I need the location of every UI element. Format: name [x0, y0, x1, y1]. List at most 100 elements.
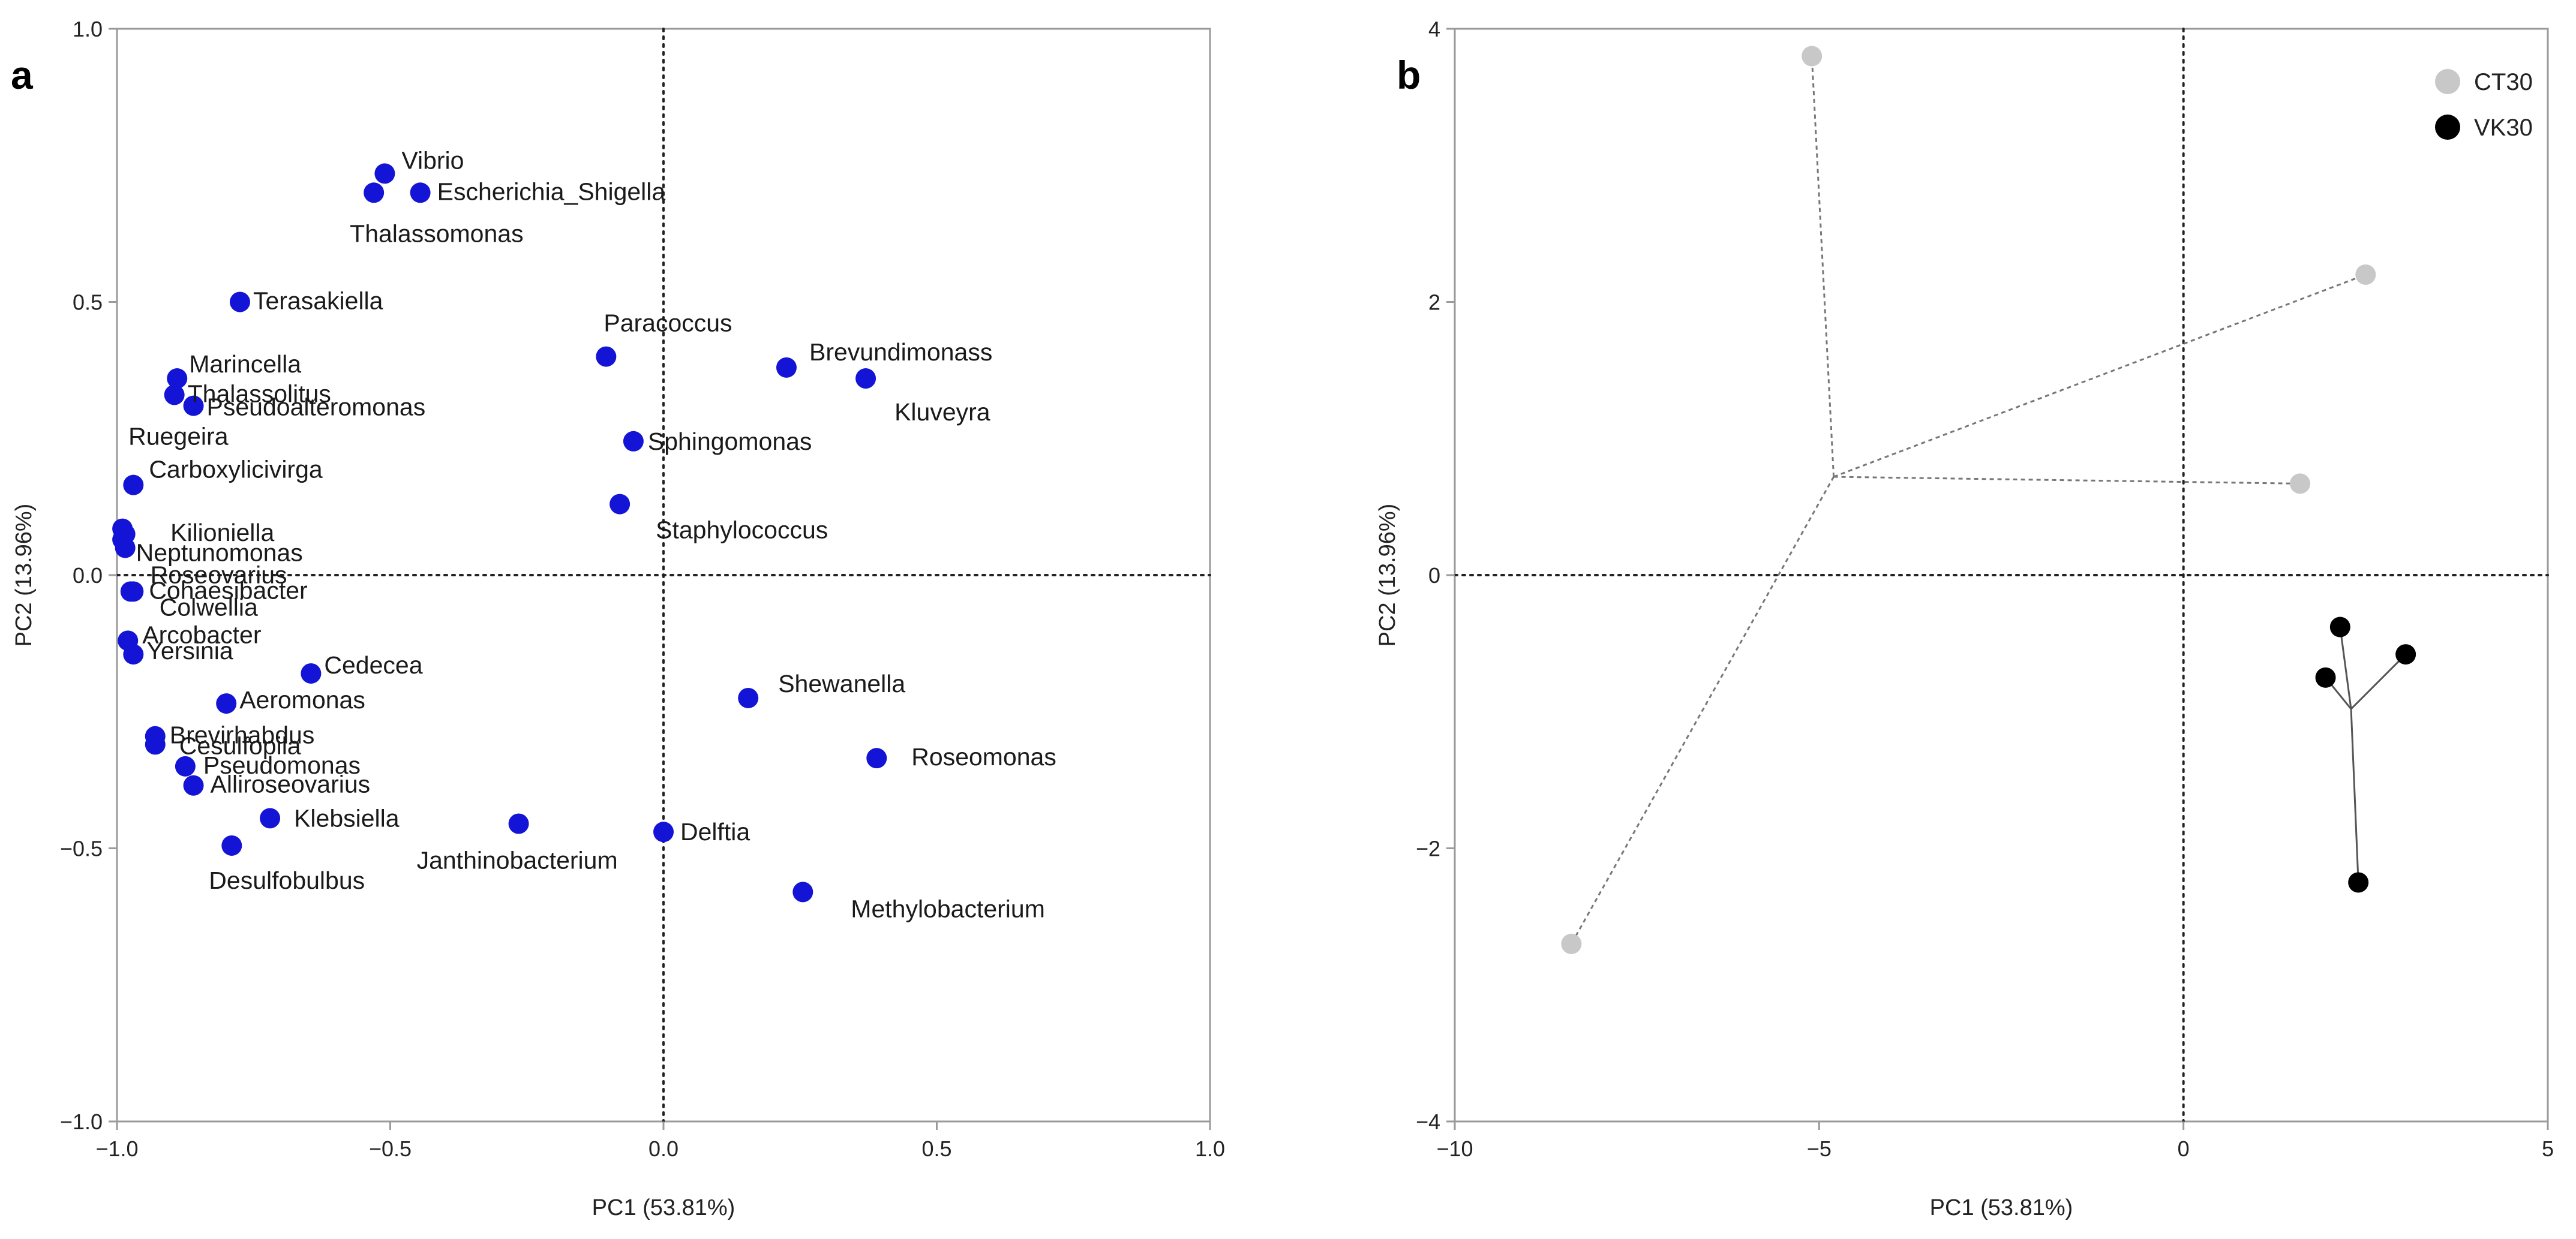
- sample-point-vk30: [2329, 617, 2350, 637]
- sample-point-ct30: [1802, 46, 1823, 67]
- legend-label-ct30: CT30: [2474, 69, 2533, 95]
- b-x-tick-label: 0: [2178, 1136, 2190, 1161]
- loading-point: [145, 734, 166, 755]
- panel-letter-b: b: [1397, 53, 1421, 97]
- loading-label: Cohaesibacter: [149, 576, 307, 604]
- loading-label: Neptunomonas: [136, 539, 303, 567]
- loading-label: Delftia: [680, 818, 750, 846]
- reference-lines-a: [116, 28, 1211, 1123]
- connector-vk30: [2339, 627, 2352, 709]
- loading-label: Carboxylicivirga: [149, 456, 323, 483]
- loading-label: Thalassomonas: [350, 219, 523, 247]
- ticks-a: −1.0 −0.5 0.0 0.5 1.0 −1.0 −0.5 0.0 0.5 1.0: [60, 17, 1225, 1161]
- loading-label: Arcobacter: [142, 621, 261, 648]
- loading-label: Janthinobacterium: [417, 847, 618, 874]
- connector-vk30: [2350, 654, 2407, 710]
- b-y-tick-label: 4: [1428, 17, 1440, 41]
- connector-vk30: [2350, 709, 2359, 883]
- a-y-tick-label: 1.0: [73, 17, 103, 41]
- points-a: [112, 163, 887, 903]
- points-b: [1561, 46, 2416, 954]
- loading-point: [653, 822, 674, 843]
- sample-point-ct30: [1561, 933, 1582, 954]
- loading-label: Desulfobulbus: [209, 867, 365, 894]
- loading-point: [792, 882, 813, 903]
- loading-label: Marincella: [189, 350, 301, 378]
- a-y-tick-label: 0.0: [73, 563, 103, 588]
- a-x-tick-label: −0.5: [369, 1136, 412, 1161]
- loading-label: Brevundimonass: [809, 338, 992, 366]
- loading-point: [167, 368, 188, 389]
- loading-label: Roseomonas: [911, 743, 1056, 771]
- point-labels-a: Vibrio Escherichia_Shigella Thalassomonas T…: [128, 146, 1056, 922]
- x-axis-title-b: PC1 (53.81%): [1930, 1195, 2073, 1220]
- sample-point-vk30: [2395, 644, 2416, 665]
- b-x-tick-label: −5: [1807, 1136, 1832, 1161]
- loading-label: Thalassolitus: [188, 380, 331, 407]
- loading-point: [183, 395, 204, 416]
- loading-label: Paracoccus: [604, 309, 732, 337]
- legend-b: CT30 VK30: [2435, 69, 2533, 141]
- loading-label: Shewanella: [778, 670, 905, 697]
- loading-point: [221, 835, 242, 856]
- loading-label: Cesulfopila: [179, 732, 301, 759]
- a-y-tick-label: 0.5: [73, 290, 103, 315]
- ticks-b: −10 −5 0 5 −4 −2 0 2 4: [1416, 17, 2554, 1161]
- loading-point: [175, 756, 196, 777]
- b-x-tick-label: 5: [2542, 1136, 2554, 1161]
- legend-marker-vk30: [2435, 115, 2460, 140]
- a-x-tick-label: 0.0: [648, 1136, 678, 1161]
- loading-point: [508, 813, 529, 834]
- loading-label: Cedecea: [324, 651, 422, 679]
- loading-point: [738, 687, 759, 708]
- y-axis-title-b: PC2 (13.96%): [1375, 504, 1400, 647]
- a-y-tick-label: −1.0: [60, 1109, 103, 1134]
- loading-point: [410, 182, 431, 203]
- legend-marker-ct30: [2435, 69, 2460, 94]
- loading-label: Roseovarius: [151, 561, 287, 588]
- loading-label: Kluveyra: [894, 398, 990, 426]
- sample-point-vk30: [2315, 667, 2336, 688]
- sample-point-vk30: [2348, 872, 2369, 893]
- b-y-tick-label: 0: [1428, 563, 1440, 588]
- loading-point: [123, 581, 144, 602]
- loading-point: [164, 384, 185, 405]
- loading-point: [183, 775, 204, 796]
- loading-point: [374, 163, 395, 184]
- b-y-tick-label: 2: [1428, 290, 1440, 315]
- a-x-tick-label: 1.0: [1195, 1136, 1225, 1161]
- loading-label: Colwellia: [160, 593, 258, 621]
- loading-label: Yersinia: [146, 637, 233, 664]
- panel-a: a −1.0 −0.5 0.0 0.5 1.0 −1.0 −0.5 0.0 0.5 1.0 Vib…: [11, 17, 1225, 1220]
- loading-point: [229, 291, 250, 312]
- b-y-tick-label: −4: [1416, 1109, 1440, 1134]
- a-y-tick-label: −0.5: [60, 837, 103, 861]
- sample-point-ct30: [2355, 264, 2376, 285]
- y-axis-title-a: PC2 (13.96%): [11, 504, 37, 647]
- loading-label: Terasakiella: [253, 287, 383, 315]
- panel-b: b −10 −5 0 5 −4 −2 0 2 4 CT30 VK30 PC1 (53.81%) P…: [1375, 17, 2554, 1220]
- loading-point: [260, 808, 281, 829]
- reference-lines-b: [1454, 28, 2549, 1123]
- loading-label: Aeromonas: [239, 686, 365, 714]
- loading-label: Brevirhabdus: [170, 721, 315, 749]
- loading-label: Alliroseovarius: [211, 771, 371, 798]
- a-x-tick-label: −1.0: [95, 1136, 138, 1161]
- loading-point: [364, 182, 385, 203]
- loading-point: [123, 644, 144, 665]
- loading-point: [623, 431, 644, 452]
- legend-label-vk30: VK30: [2474, 115, 2533, 141]
- panel-letter-a: a: [11, 53, 34, 97]
- loading-point: [216, 693, 237, 714]
- loading-point: [123, 474, 144, 495]
- connector-ct30: [1833, 476, 2301, 485]
- loading-label: Pseudomonas: [203, 751, 361, 779]
- loading-point: [596, 346, 617, 367]
- a-x-tick-label: 0.5: [921, 1136, 951, 1161]
- loading-label: Ruegeira: [128, 423, 229, 450]
- loading-point: [115, 537, 136, 558]
- loading-label: Staphylococcus: [656, 516, 828, 544]
- loading-label: Methylobacterium: [851, 895, 1045, 922]
- loading-label: Sphingomonas: [648, 428, 812, 455]
